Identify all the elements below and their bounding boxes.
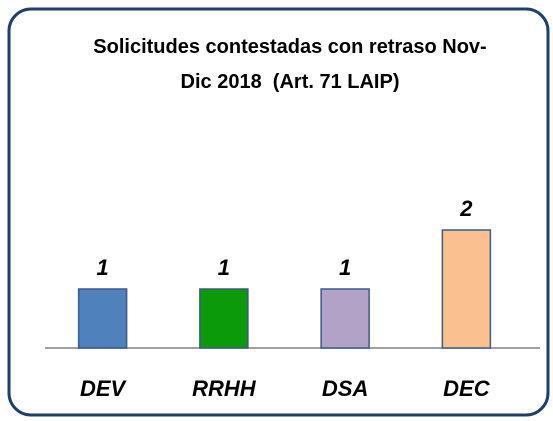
data-label: 1 (97, 255, 109, 280)
bar (199, 288, 249, 349)
x-tick-label: DSA (322, 376, 368, 401)
chart-title: Solicitudes contestadas con retraso Nov-… (93, 36, 487, 93)
data-label: 1 (218, 255, 230, 280)
x-tick-label: DEV (80, 376, 128, 401)
data-label: 1 (339, 255, 351, 280)
bar (77, 288, 128, 349)
data-label: 2 (459, 196, 473, 221)
bar (320, 288, 370, 349)
x-tick-label: RRHH (192, 376, 257, 401)
chart-border (7, 7, 550, 417)
bar (441, 229, 492, 349)
x-tick-label: DEC (443, 376, 491, 401)
